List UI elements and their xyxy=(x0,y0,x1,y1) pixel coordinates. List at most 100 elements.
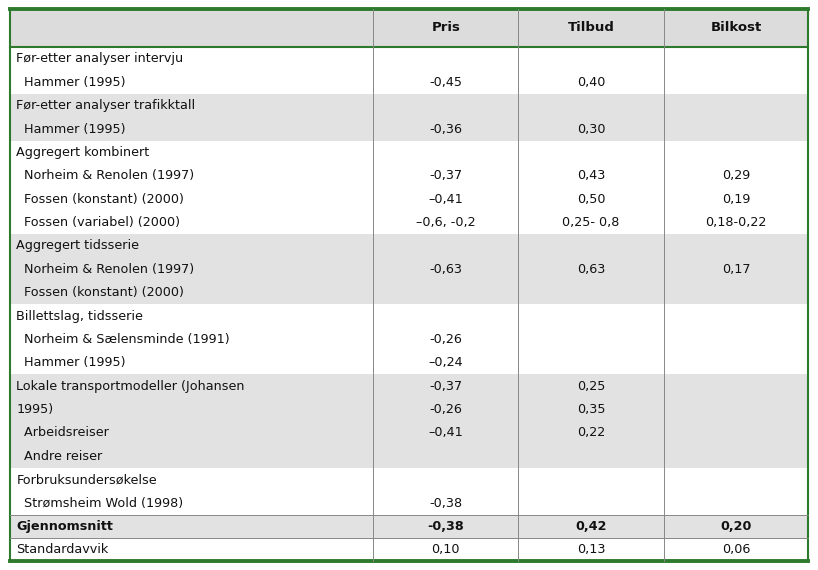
Text: Norheim & Renolen (1997): Norheim & Renolen (1997) xyxy=(16,263,195,276)
Text: 0,42: 0,42 xyxy=(575,520,607,533)
Bar xyxy=(10,71,373,94)
Text: 0,18-0,22: 0,18-0,22 xyxy=(705,216,766,229)
Text: Forbruksundersøkelse: Forbruksundersøkelse xyxy=(16,473,157,486)
Bar xyxy=(10,188,373,211)
Bar xyxy=(519,281,663,304)
Text: Fossen (konstant) (2000): Fossen (konstant) (2000) xyxy=(16,286,184,299)
Bar xyxy=(663,141,808,164)
Bar xyxy=(10,281,373,304)
Bar xyxy=(519,211,663,234)
Bar xyxy=(373,9,519,47)
Text: 0,10: 0,10 xyxy=(431,543,460,556)
Bar xyxy=(373,515,519,538)
Text: 0,17: 0,17 xyxy=(721,263,750,276)
Text: Hammer (1995): Hammer (1995) xyxy=(16,356,126,369)
Bar xyxy=(519,538,663,561)
Bar xyxy=(663,188,808,211)
Text: 0,25- 0,8: 0,25- 0,8 xyxy=(562,216,620,229)
Bar xyxy=(10,258,373,281)
Bar xyxy=(663,211,808,234)
Bar xyxy=(519,351,663,374)
Bar xyxy=(10,515,373,538)
Bar xyxy=(519,9,663,47)
Bar xyxy=(663,515,808,538)
Text: Før-etter analyser trafikktall: Før-etter analyser trafikktall xyxy=(16,99,196,112)
Text: Andre reiser: Andre reiser xyxy=(16,450,102,463)
Text: -0,45: -0,45 xyxy=(429,76,462,89)
Bar xyxy=(519,468,663,491)
Text: Aggregert tidsserie: Aggregert tidsserie xyxy=(16,239,139,253)
Bar xyxy=(519,141,663,164)
Text: 0,29: 0,29 xyxy=(721,169,750,182)
Bar xyxy=(663,304,808,328)
Bar xyxy=(519,71,663,94)
Bar xyxy=(519,515,663,538)
Text: -0,37: -0,37 xyxy=(429,169,462,182)
Bar xyxy=(10,374,373,398)
Bar xyxy=(10,47,373,71)
Bar xyxy=(663,398,808,421)
Bar xyxy=(10,141,373,164)
Bar xyxy=(373,141,519,164)
Text: Hammer (1995): Hammer (1995) xyxy=(16,76,126,89)
Bar xyxy=(663,258,808,281)
Bar xyxy=(663,328,808,351)
Text: Bilkost: Bilkost xyxy=(710,22,762,34)
Text: 0,40: 0,40 xyxy=(577,76,605,89)
Bar xyxy=(663,9,808,47)
Bar xyxy=(663,374,808,398)
Bar xyxy=(373,491,519,515)
Bar xyxy=(373,398,519,421)
Text: Billettslag, tidsserie: Billettslag, tidsserie xyxy=(16,310,143,323)
Bar xyxy=(373,211,519,234)
Bar xyxy=(10,234,373,258)
Bar xyxy=(373,258,519,281)
Bar xyxy=(519,304,663,328)
Text: Arbeidsreiser: Arbeidsreiser xyxy=(16,426,110,439)
Text: 0,06: 0,06 xyxy=(721,543,750,556)
Bar xyxy=(663,351,808,374)
Bar xyxy=(373,71,519,94)
Bar xyxy=(663,468,808,491)
Bar xyxy=(663,71,808,94)
Bar xyxy=(10,164,373,188)
Text: -0,37: -0,37 xyxy=(429,380,462,393)
Text: Norheim & Sælensminde (1991): Norheim & Sælensminde (1991) xyxy=(16,333,230,346)
Bar xyxy=(10,538,373,561)
Text: 0,20: 0,20 xyxy=(720,520,752,533)
Text: 0,63: 0,63 xyxy=(577,263,605,276)
Bar xyxy=(663,538,808,561)
Text: 1995): 1995) xyxy=(16,403,53,416)
Text: –0,24: –0,24 xyxy=(429,356,463,369)
Bar xyxy=(663,491,808,515)
Text: 0,50: 0,50 xyxy=(577,193,605,206)
Text: Lokale transportmodeller (Johansen: Lokale transportmodeller (Johansen xyxy=(16,380,245,393)
Text: Norheim & Renolen (1997): Norheim & Renolen (1997) xyxy=(16,169,195,182)
Text: Hammer (1995): Hammer (1995) xyxy=(16,123,126,136)
Bar xyxy=(373,164,519,188)
Text: 0,30: 0,30 xyxy=(577,123,605,136)
Bar xyxy=(519,374,663,398)
Bar xyxy=(10,328,373,351)
Bar xyxy=(519,117,663,141)
Bar xyxy=(519,421,663,445)
Bar xyxy=(10,304,373,328)
Bar xyxy=(373,374,519,398)
Bar xyxy=(10,468,373,491)
Bar xyxy=(663,445,808,468)
Bar xyxy=(519,398,663,421)
Text: –0,41: –0,41 xyxy=(429,193,463,206)
Text: -0,36: -0,36 xyxy=(429,123,462,136)
Bar xyxy=(373,328,519,351)
Text: 0,35: 0,35 xyxy=(577,403,605,416)
Bar xyxy=(373,47,519,71)
Text: Strømsheim Wold (1998): Strømsheim Wold (1998) xyxy=(16,496,183,510)
Text: 0,19: 0,19 xyxy=(721,193,750,206)
Bar xyxy=(663,234,808,258)
Bar xyxy=(373,117,519,141)
Bar xyxy=(519,258,663,281)
Bar xyxy=(373,234,519,258)
Bar xyxy=(373,445,519,468)
Text: 0,25: 0,25 xyxy=(577,380,605,393)
Text: Pris: Pris xyxy=(431,22,461,34)
